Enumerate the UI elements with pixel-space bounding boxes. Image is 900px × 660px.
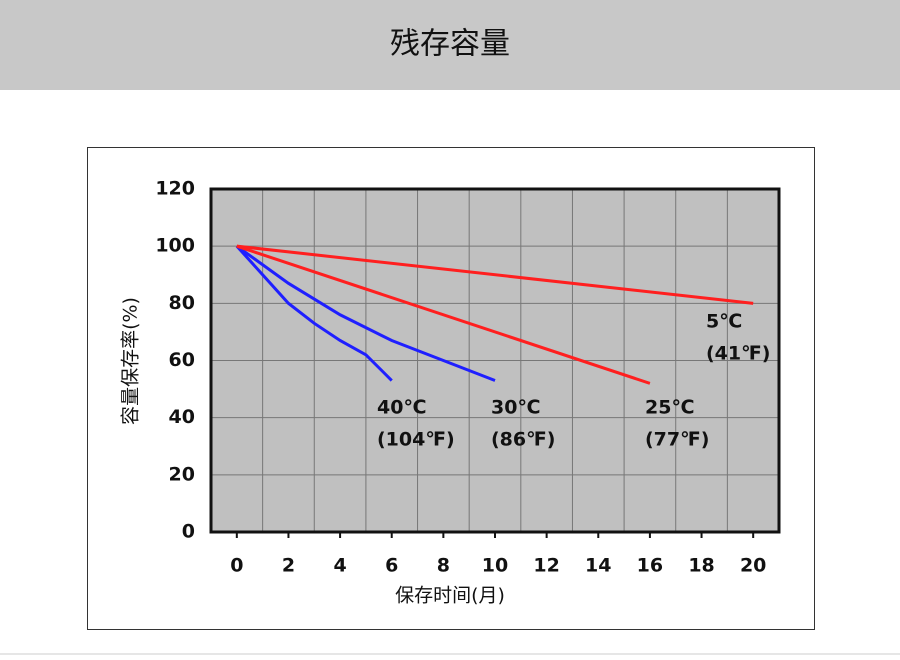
x-tick-label: 10 bbox=[482, 555, 508, 577]
x-tick-label: 20 bbox=[740, 555, 766, 577]
plot-border bbox=[209, 187, 781, 534]
x-tick-label: 0 bbox=[230, 555, 243, 577]
series-label-alt: (77℉) bbox=[645, 429, 709, 451]
series-line bbox=[235, 244, 496, 382]
y-tick-label: 40 bbox=[169, 406, 195, 428]
y-tick-label: 120 bbox=[155, 178, 195, 200]
series-label: 5℃ bbox=[706, 311, 742, 333]
y-tick-label: 100 bbox=[155, 235, 195, 257]
series-label: 25℃ bbox=[645, 397, 694, 419]
x-tick-label: 14 bbox=[585, 555, 611, 577]
x-tick-label: 8 bbox=[437, 555, 450, 577]
x-tick-label: 12 bbox=[533, 555, 559, 577]
x-tick-label: 2 bbox=[282, 555, 295, 577]
x-tick-label: 16 bbox=[637, 555, 663, 577]
y-tick-label: 0 bbox=[182, 521, 195, 543]
y-tick-label: 60 bbox=[169, 349, 195, 371]
y-tick-label: 80 bbox=[169, 292, 195, 314]
x-tick-label: 18 bbox=[688, 555, 714, 577]
x-tick-label: 4 bbox=[333, 555, 346, 577]
y-axis-title: 容量保存率(%) bbox=[120, 297, 142, 425]
series-line bbox=[235, 245, 393, 382]
x-axis-title: 保存时间(月) bbox=[395, 585, 505, 607]
y-tick-label: 20 bbox=[169, 463, 195, 485]
series-label-alt: (41℉) bbox=[706, 343, 770, 365]
x-tick-label: 6 bbox=[385, 555, 398, 577]
page-title: 残存容量 bbox=[390, 27, 510, 62]
series-label: 30℃ bbox=[491, 397, 540, 419]
header-bar bbox=[0, 0, 900, 90]
series-line bbox=[236, 244, 651, 385]
series-label: 40℃ bbox=[377, 397, 426, 419]
series-label-alt: (104℉) bbox=[377, 429, 455, 451]
series-label-alt: (86℉) bbox=[491, 429, 555, 451]
series-line bbox=[236, 244, 754, 305]
